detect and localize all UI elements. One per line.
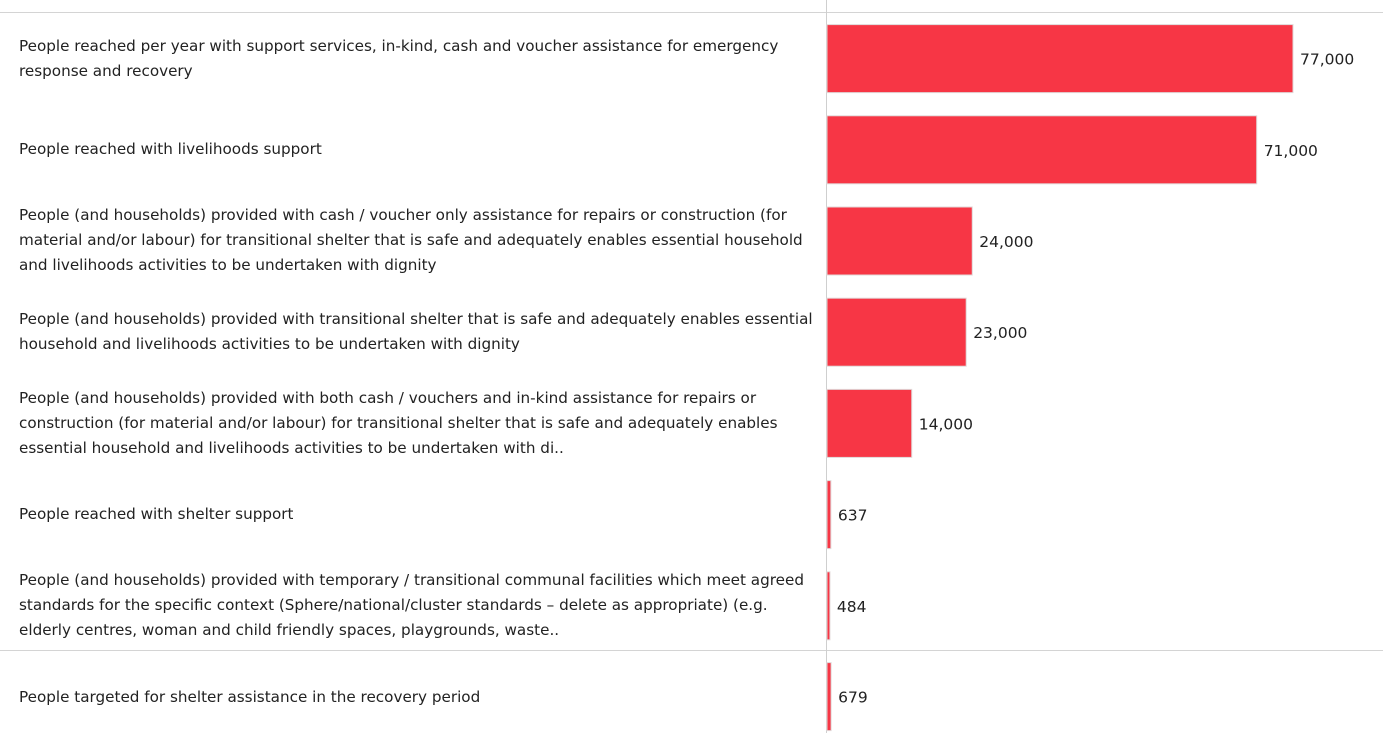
bar	[826, 662, 832, 732]
data-label: 77,000	[1300, 51, 1354, 69]
bar	[826, 206, 973, 276]
bar	[826, 115, 1258, 185]
data-label: 679	[838, 689, 868, 707]
bar	[826, 24, 1294, 94]
data-label: 71,000	[1264, 142, 1318, 160]
data-label: 14,000	[919, 415, 973, 433]
bar	[826, 388, 913, 458]
data-label: 484	[837, 598, 867, 616]
data-label: 24,000	[979, 233, 1033, 251]
data-label: 637	[838, 507, 868, 525]
bar	[826, 297, 967, 367]
bar	[826, 480, 832, 550]
data-label: 23,000	[973, 324, 1027, 342]
bar	[826, 571, 831, 641]
